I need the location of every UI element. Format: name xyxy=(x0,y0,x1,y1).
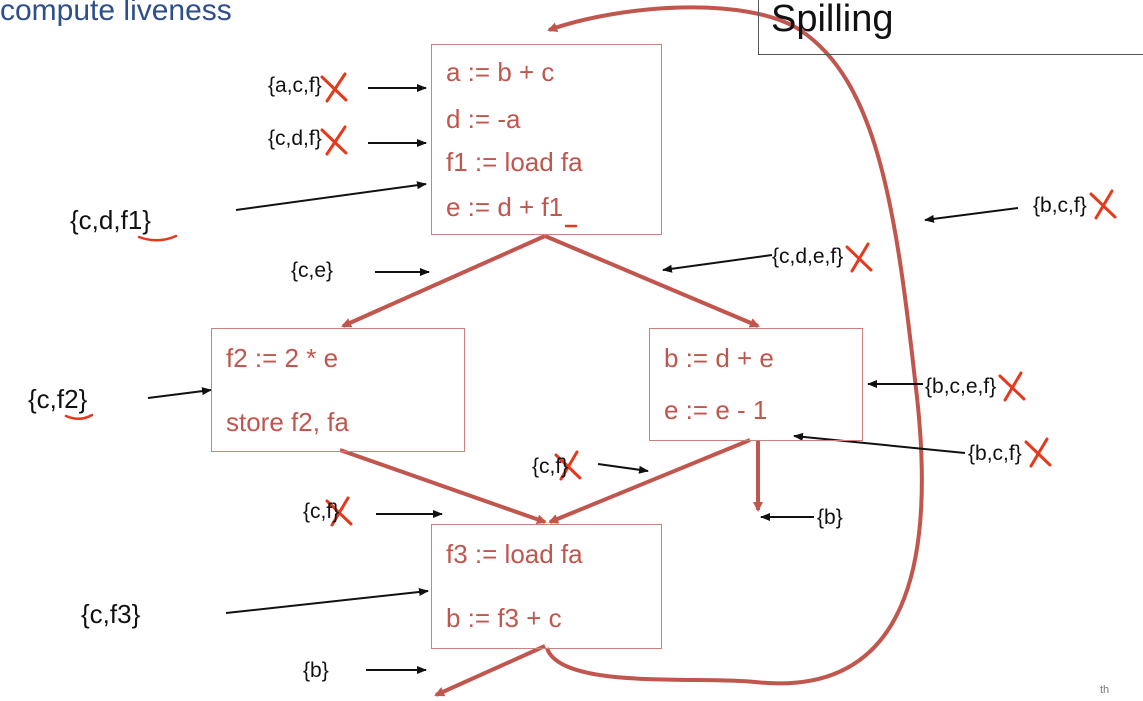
underline-f2 xyxy=(64,413,94,420)
strike-x-loop-back xyxy=(1089,189,1117,220)
statement: f3 := load fa xyxy=(446,539,583,569)
statement: e := d + f1 xyxy=(446,192,564,222)
strike-marks xyxy=(320,72,1117,527)
edge-entry-to-right xyxy=(544,234,760,328)
underline-f1 xyxy=(137,234,178,242)
entry-block: a := b + c d := -a f1 := load fa e := d … xyxy=(431,44,662,235)
statement: e := e - 1 xyxy=(664,395,768,425)
live-set-entry-out-right: {c,d,e,f} xyxy=(772,245,844,268)
right-block: b := d + e e := e - 1 xyxy=(649,328,863,441)
live-set-before-d: {c,d,f} xyxy=(268,127,322,150)
arrow-exit-before-b xyxy=(225,587,429,614)
live-set-right-block-in: {b,c,e,f} xyxy=(925,375,997,398)
strike-x-before-a xyxy=(320,72,348,103)
arrow-right-to-exit xyxy=(597,463,649,474)
statement: b := d + e xyxy=(664,343,774,373)
statement: d := -a xyxy=(446,104,521,134)
strike-x-entry-out-right xyxy=(845,242,873,273)
arrow-before-e xyxy=(235,181,427,211)
left-block: f2 := 2 * e store f2, fa xyxy=(211,328,465,452)
exit-block: f3 := load fa b := f3 + c xyxy=(431,524,662,649)
cfg-edges xyxy=(339,5,924,697)
slide-title-box: Spilling xyxy=(758,0,1143,55)
strike-x-before-d xyxy=(320,125,348,156)
live-set-before-a: {a,c,f} xyxy=(268,74,322,97)
live-set-right-to-exit: {c,f} xyxy=(532,455,569,478)
slide-heading: compute liveness xyxy=(0,0,232,27)
arrow-loop-back xyxy=(924,207,1019,223)
corner-mark: th xyxy=(1100,684,1110,696)
live-set-exit-out: {b} xyxy=(303,659,329,682)
strike-x-right-to-exit xyxy=(554,450,582,481)
live-set-loop-back: {b,c,f} xyxy=(1033,194,1087,217)
statement: b := f3 + c xyxy=(446,603,562,633)
strike-x-right-block-mid xyxy=(1024,437,1052,468)
edge-entry-to-left xyxy=(341,234,546,328)
statement: f2 := 2 * e xyxy=(226,343,339,373)
edge-left-to-exit xyxy=(339,448,547,525)
live-set-left-to-exit: {c,f} xyxy=(303,500,340,523)
edge-exit-out xyxy=(434,644,546,697)
live-set-exit-before-b: {c,f3} xyxy=(81,599,141,629)
arrow-left-block-in xyxy=(147,387,212,399)
strike-x-left-to-exit xyxy=(325,496,353,527)
arrow-right-block-mid xyxy=(793,432,966,454)
live-set-left-block-in: {c,f2} xyxy=(28,384,88,414)
underline-marks xyxy=(64,224,578,420)
edge-right-to-exit xyxy=(548,438,751,524)
slide-title: Spilling xyxy=(771,0,894,40)
live-set-right-block-mid: {b,c,f} xyxy=(968,442,1022,465)
arrow-entry-out-right xyxy=(662,254,773,273)
live-set-before-e: {c,d,f1} xyxy=(70,205,151,235)
statement: a := b + c xyxy=(446,57,555,87)
statement: store f2, fa xyxy=(226,407,349,437)
live-set-right-exit-out: {b} xyxy=(817,506,843,529)
strike-x-right-block-in xyxy=(998,371,1026,402)
edge-loop-back xyxy=(545,5,924,686)
live-set-entry-out-left: {c,e} xyxy=(291,259,334,282)
statement: f1 := load fa xyxy=(446,147,583,177)
annotation-arrows xyxy=(147,84,1019,674)
